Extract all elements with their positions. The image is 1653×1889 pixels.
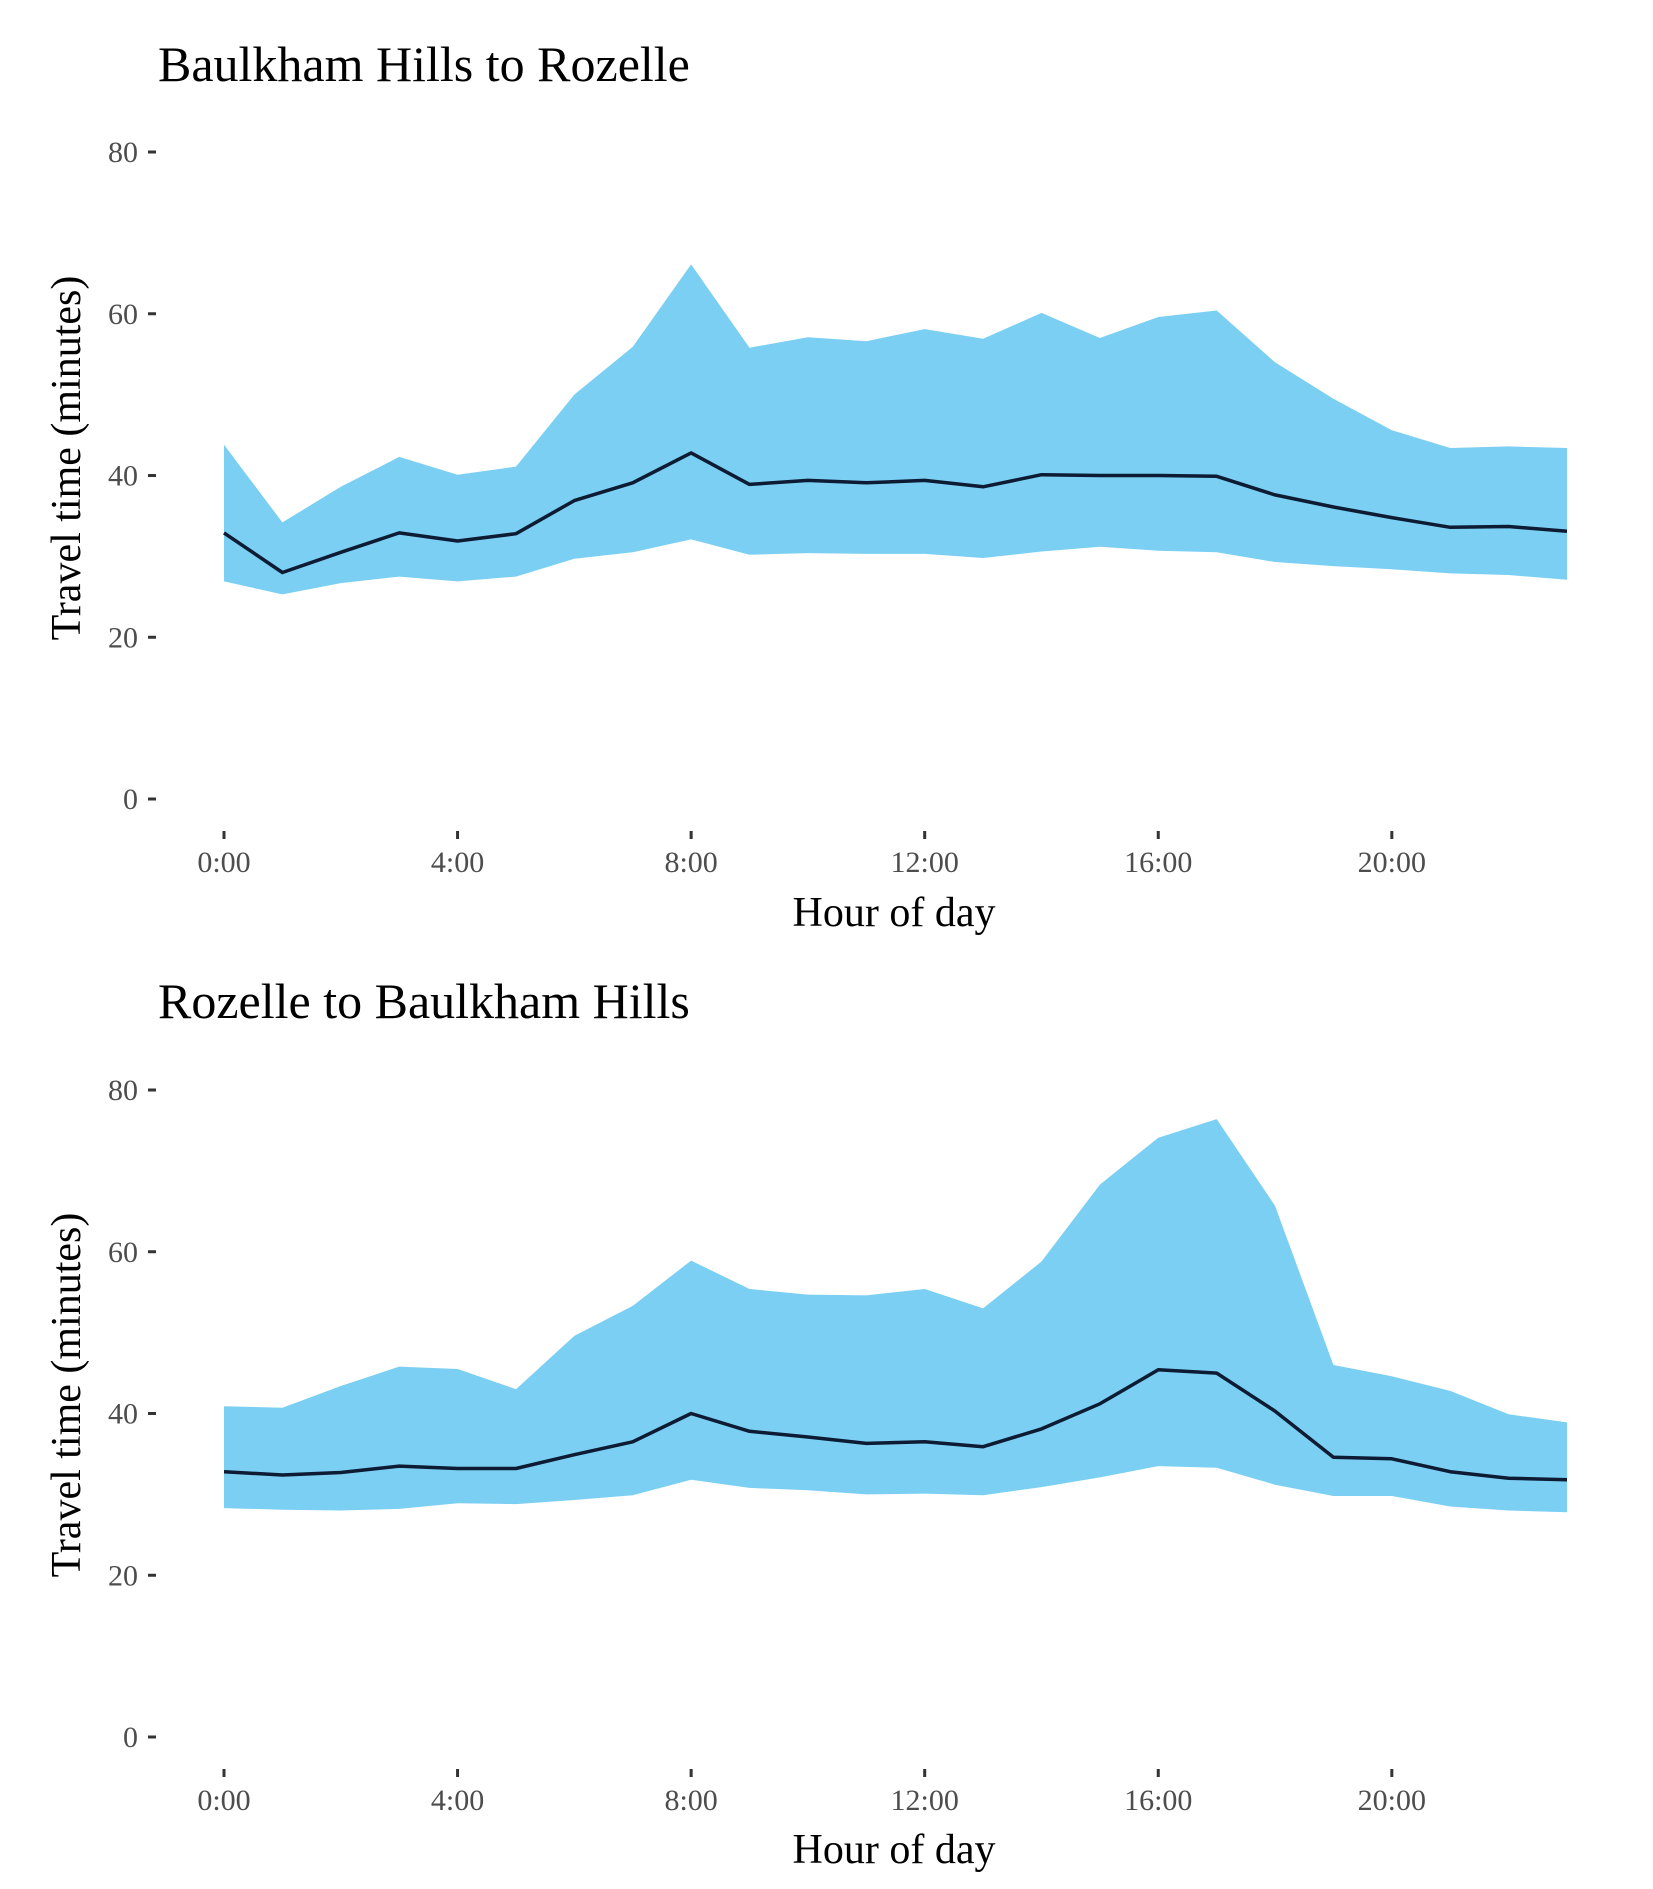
x-tick-label: 12:00 xyxy=(891,1784,959,1817)
y-tick-label: 60 xyxy=(108,298,138,331)
x-tick-label: 12:00 xyxy=(891,846,959,879)
x-axis-label: Hour of day xyxy=(793,890,996,936)
chart-title: Baulkham Hills to Rozelle xyxy=(158,36,690,92)
x-tick-label: 0:00 xyxy=(197,1784,250,1817)
y-tick-label: 0 xyxy=(123,783,138,816)
plot-area: 0 20 40 60 80 0:00 4:00 8:00 12:00 16:00 20:00 xyxy=(108,136,1568,879)
chart-title: Rozelle to Baulkham Hills xyxy=(158,973,690,1029)
x-tick-label: 16:00 xyxy=(1124,846,1192,879)
y-tick-label: 20 xyxy=(108,1559,138,1592)
median-line xyxy=(223,451,1568,575)
y-tick-label: 60 xyxy=(108,1236,138,1269)
median-line xyxy=(223,1368,1568,1482)
x-tick-label: 4:00 xyxy=(431,846,484,879)
x-tick-label: 8:00 xyxy=(664,1784,717,1817)
y-axis-label: Travel time (minutes) xyxy=(44,1213,90,1578)
range-band xyxy=(224,1119,1567,1513)
x-tick-label: 20:00 xyxy=(1358,1784,1426,1817)
chart-panel-rozelle-to-baulkham: Rozelle to Baulkham Hills Travel time (m… xyxy=(44,973,1568,1873)
x-tick-label: 20:00 xyxy=(1358,846,1426,879)
x-tick-label: 0:00 xyxy=(197,846,250,879)
x-tick-label: 16:00 xyxy=(1124,1784,1192,1817)
y-tick-label: 40 xyxy=(108,460,138,493)
y-tick-label: 20 xyxy=(108,621,138,654)
y-tick-label: 40 xyxy=(108,1398,138,1431)
y-axis-label: Travel time (minutes) xyxy=(44,276,90,641)
x-tick-label: 4:00 xyxy=(431,1784,484,1817)
y-tick-label: 80 xyxy=(108,1074,138,1107)
x-axis-label: Hour of day xyxy=(793,1827,996,1873)
x-tick-label: 8:00 xyxy=(664,846,717,879)
chart-panel-baulkham-to-rozelle: Baulkham Hills to Rozelle Travel time (m… xyxy=(44,36,1568,936)
plot-area: 0 20 40 60 80 0:00 4:00 8:00 12:00 16:00 20:00 xyxy=(108,1074,1568,1817)
y-tick-label: 0 xyxy=(123,1721,138,1754)
y-tick-label: 80 xyxy=(108,136,138,169)
range-band xyxy=(224,264,1567,595)
